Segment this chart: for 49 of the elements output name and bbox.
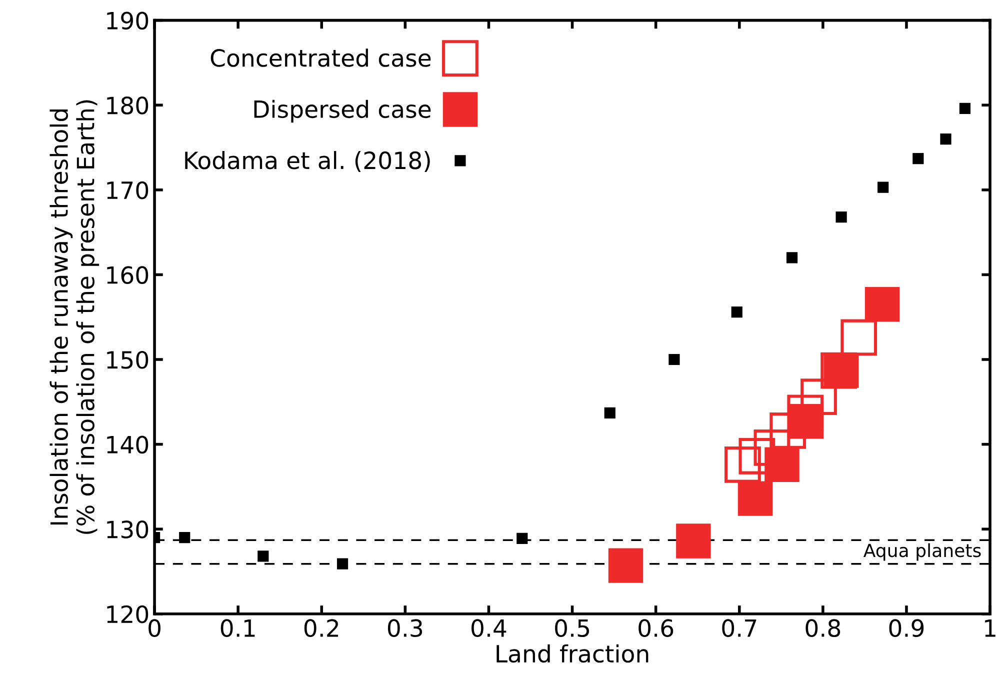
point — [864, 287, 900, 322]
x-tick-label: 0.1 — [220, 619, 255, 638]
point — [786, 252, 798, 264]
point — [668, 354, 680, 366]
point — [840, 319, 878, 356]
point — [770, 412, 806, 449]
x-tick-label: 0.7 — [722, 619, 756, 638]
point — [676, 524, 711, 558]
point — [738, 438, 776, 474]
point — [608, 548, 644, 583]
point — [738, 481, 773, 516]
point — [800, 378, 837, 416]
point — [258, 550, 269, 562]
point — [604, 407, 616, 418]
x-tick-label: 0.8 — [806, 619, 840, 638]
point — [912, 152, 924, 164]
point — [516, 532, 528, 544]
legend-label: Kodama et al. (2018) — [185, 151, 430, 172]
annotation: Aqua planets — [863, 543, 981, 561]
point — [787, 394, 824, 432]
x-tick-label: 0.3 — [388, 619, 422, 638]
x-tick-label: 0.5 — [555, 619, 589, 638]
point — [179, 532, 190, 544]
y-axis-title: Insolation of the runaway threshold (% of insolation of the present Earth) — [50, 100, 100, 534]
y-tick-label: 170 — [107, 181, 148, 200]
point — [336, 558, 348, 570]
point — [754, 429, 790, 466]
point — [878, 182, 889, 193]
x-tick-label: 0.9 — [889, 619, 924, 638]
point — [959, 102, 971, 114]
legend-label: Concentrated case — [210, 48, 431, 67]
y-tick-label: 140 — [107, 436, 148, 454]
x-tick-label: 0.2 — [304, 619, 338, 638]
point — [836, 211, 847, 223]
y-tick-label: 150 — [107, 350, 148, 369]
point — [940, 133, 952, 145]
x-axis-title: Land fraction — [496, 644, 648, 663]
point — [724, 446, 761, 483]
legend-label: Dispersed case — [254, 100, 431, 123]
x-tick-label: 0 — [148, 619, 160, 638]
y-tick-label: 160 — [107, 266, 148, 284]
y-tick-label: 130 — [107, 520, 148, 538]
point — [731, 306, 742, 318]
y-tick-label: 120 — [107, 605, 148, 624]
x-tick-label: 0.4 — [472, 619, 506, 638]
y-tick-label: 180 — [107, 96, 148, 114]
y-tick-label: 190 — [107, 12, 148, 30]
x-tick-label: 0.6 — [638, 619, 674, 638]
x-tick-label: 1 — [985, 619, 996, 637]
